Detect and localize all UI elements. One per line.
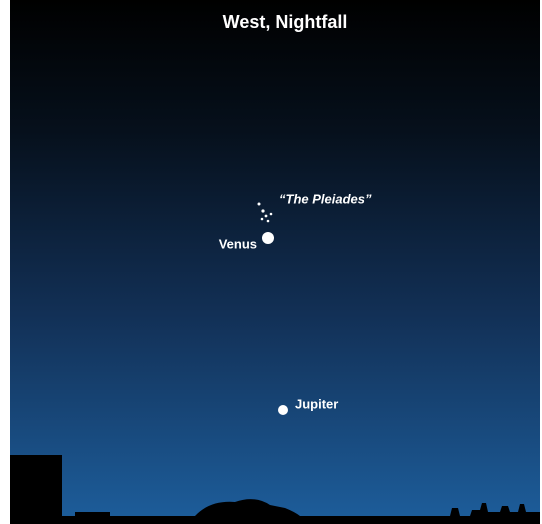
star <box>267 220 270 223</box>
venus-label: Venus <box>219 236 257 251</box>
sky-background <box>10 0 540 524</box>
pleiades-label: “The Pleiades” <box>279 191 372 206</box>
page: West, Nightfall “The Pleiades” Venus Jup… <box>0 0 542 524</box>
star <box>265 215 268 218</box>
venus-dot <box>262 232 274 244</box>
star <box>258 203 261 206</box>
jupiter-dot <box>278 405 288 415</box>
star <box>261 218 264 221</box>
star <box>261 209 264 212</box>
sky-illustration: West, Nightfall “The Pleiades” Venus Jup… <box>0 0 542 524</box>
jupiter-label: Jupiter <box>295 396 338 411</box>
title: West, Nightfall <box>223 12 348 32</box>
star <box>270 213 273 216</box>
